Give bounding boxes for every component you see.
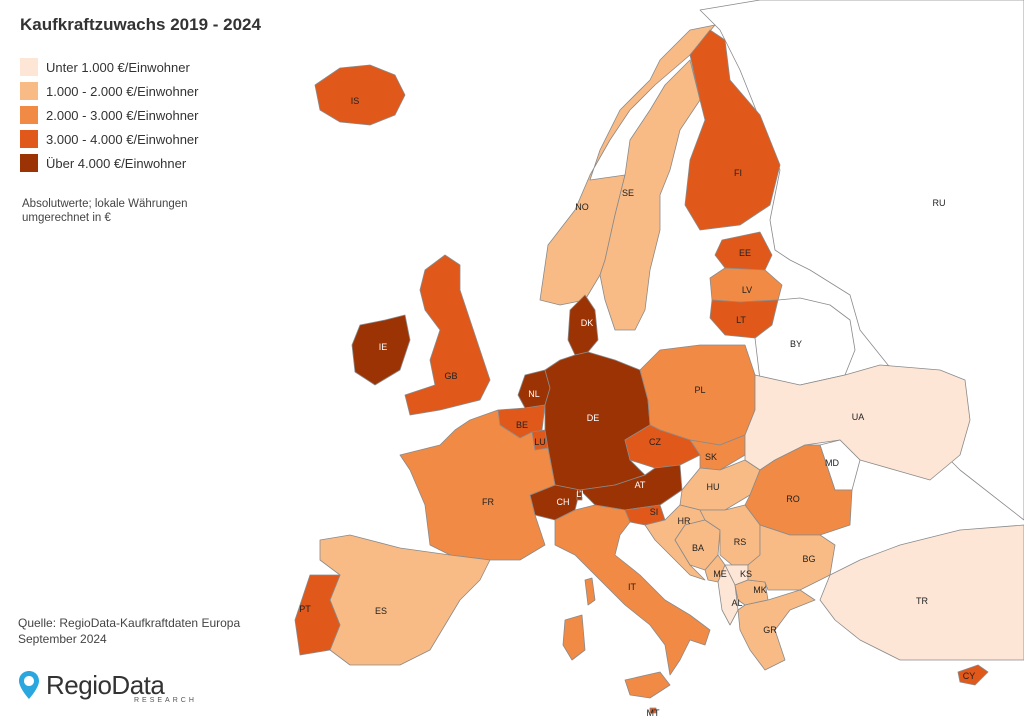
label-it: IT <box>628 582 637 592</box>
legend-item: Über 4.000 €/Einwohner <box>20 151 199 175</box>
label-fi: FI <box>734 168 742 178</box>
legend-label: 1.000 - 2.000 €/Einwohner <box>46 83 199 99</box>
location-pin-icon <box>19 671 39 699</box>
logo-wordmark: RegioData <box>46 670 165 700</box>
label-hu: HU <box>707 482 720 492</box>
label-ua: UA <box>852 412 865 422</box>
label-ee: EE <box>739 248 751 258</box>
region-sk <box>689 434 746 471</box>
legend-item: 3.000 - 4.000 €/Einwohner <box>20 127 199 151</box>
label-md: MD <box>825 458 839 468</box>
region-ba <box>674 519 721 571</box>
label-ro: RO <box>786 494 800 504</box>
source-date: September 2024 <box>18 632 107 646</box>
legend-item: 2.000 - 3.000 €/Einwohner <box>20 103 199 127</box>
label-cz: CZ <box>649 437 661 447</box>
legend-swatch <box>20 154 38 172</box>
logo-subtitle: RESEARCH <box>134 697 197 704</box>
label-dk: DK <box>581 318 594 328</box>
label-by: BY <box>790 339 802 349</box>
legend-item: 1.000 - 2.000 €/Einwohner <box>20 79 199 103</box>
label-tr: TR <box>916 596 928 606</box>
region-fi <box>684 29 781 231</box>
label-lt: LT <box>736 315 746 325</box>
legend-swatch <box>20 58 38 76</box>
note-text: Absolutwerte; lokale Währungen umgerechn… <box>22 198 188 224</box>
label-gr: GR <box>763 625 777 635</box>
label-hr: HR <box>678 516 691 526</box>
label-es: ES <box>375 606 387 616</box>
label-lu: LU <box>534 437 546 447</box>
legend: Unter 1.000 €/Einwohner 1.000 - 2.000 €/… <box>20 55 199 175</box>
label-is: IS <box>351 96 360 106</box>
label-bg: BG <box>802 554 815 564</box>
region-bg <box>747 524 836 591</box>
label-fr: FR <box>482 497 494 507</box>
region-it-sardinia <box>562 614 586 661</box>
label-ru: RU <box>933 198 946 208</box>
legend-label: Über 4.000 €/Einwohner <box>46 155 187 171</box>
label-gb: GB <box>444 371 457 381</box>
legend-swatch <box>20 106 38 124</box>
label-pl: PL <box>694 385 705 395</box>
regiodata-logo: RegioData RESEARCH <box>18 670 194 704</box>
legend-label: Unter 1.000 €/Einwohner <box>46 59 190 75</box>
legend-swatch <box>20 130 38 148</box>
label-al: AL <box>731 598 742 608</box>
region-fr-corsica <box>584 577 596 606</box>
label-de: DE <box>587 413 600 423</box>
region-is <box>314 64 406 126</box>
region-gb <box>404 254 491 416</box>
label-mk: MK <box>753 585 767 595</box>
label-se: SE <box>622 188 634 198</box>
region-mt <box>649 707 657 714</box>
label-lv: LV <box>742 285 752 295</box>
region-li <box>576 491 583 501</box>
region-it-sicily <box>624 671 671 699</box>
label-no: NO <box>575 202 589 212</box>
label-mt: MT <box>647 708 660 718</box>
label-cy: CY <box>963 671 976 681</box>
region-it <box>554 504 711 676</box>
region-ie <box>351 314 411 386</box>
label-ba: BA <box>692 543 704 553</box>
label-at: AT <box>635 480 646 490</box>
region-fr <box>399 409 556 561</box>
legend-label: 2.000 - 3.000 €/Einwohner <box>46 107 199 123</box>
label-rs: RS <box>734 537 747 547</box>
region-se <box>599 59 701 331</box>
label-nl: NL <box>528 389 540 399</box>
label-be: BE <box>516 420 528 430</box>
region-tr <box>819 524 1024 661</box>
region-by <box>754 297 856 386</box>
source-line: Quelle: RegioData-Kaufkraftdaten Europa <box>18 616 241 630</box>
map-title: Kaufkraftzuwachs 2019 - 2024 <box>20 15 261 34</box>
label-ch: CH <box>557 497 570 507</box>
source-credit: Quelle: RegioData-Kaufkraftdaten Europa … <box>18 615 240 647</box>
legend-swatch <box>20 82 38 100</box>
label-ie: IE <box>379 342 388 352</box>
label-me: ME <box>713 569 727 579</box>
label-sk: SK <box>705 452 717 462</box>
legend-item: Unter 1.000 €/Einwohner <box>20 55 199 79</box>
label-pt: PT <box>299 604 311 614</box>
region-ua <box>744 364 971 481</box>
label-li: LI <box>576 489 584 499</box>
region-pt <box>294 574 341 656</box>
label-si: SI <box>650 507 659 517</box>
region-cy <box>957 664 989 686</box>
region-gr <box>737 589 816 671</box>
legend-label: 3.000 - 4.000 €/Einwohner <box>46 131 199 147</box>
label-ks: KS <box>740 569 752 579</box>
